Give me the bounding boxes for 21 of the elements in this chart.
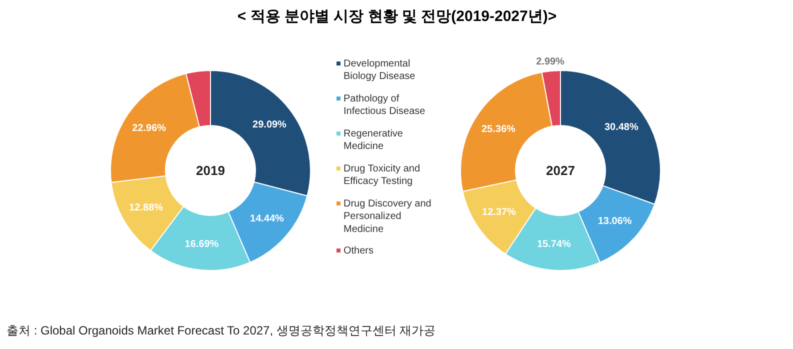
data-label: 12.37% <box>482 207 516 218</box>
data-label: 29.09% <box>252 120 287 131</box>
legend-label: Drug Toxicity and Efficacy Testing <box>344 164 420 188</box>
chart-title: < 적용 분야별 시장 현황 및 전망(2019-2027년)> <box>237 8 557 25</box>
data-label: 16.69% <box>184 238 219 250</box>
data-label: 14.44% <box>250 214 284 225</box>
data-label: 13.06% <box>598 216 632 228</box>
slice-label: 2019 <box>196 163 225 178</box>
data-label: 25.36% <box>481 124 516 135</box>
data-label: 22.96% <box>132 122 166 134</box>
legend-label: Regenerative Medicine <box>344 128 404 152</box>
data-label: 12.88% <box>129 202 164 214</box>
legend-label: Developmental Biology Disease <box>344 58 416 82</box>
legend-label: Drug Discovery and Personalized Medicine <box>344 198 432 235</box>
data-label: 2.99% <box>536 56 565 68</box>
source-note: 출처 : Global Organoids Market Forecast To 2027, 생명공학정책연구센터 재가공 <box>6 324 436 338</box>
data-label: 30.48% <box>604 122 638 134</box>
legend-label: Others <box>344 246 374 256</box>
slice-label: 2027 <box>546 163 575 178</box>
legend-label: Pathology of Infectious Disease <box>344 94 426 118</box>
data-label: 15.74% <box>536 239 571 250</box>
